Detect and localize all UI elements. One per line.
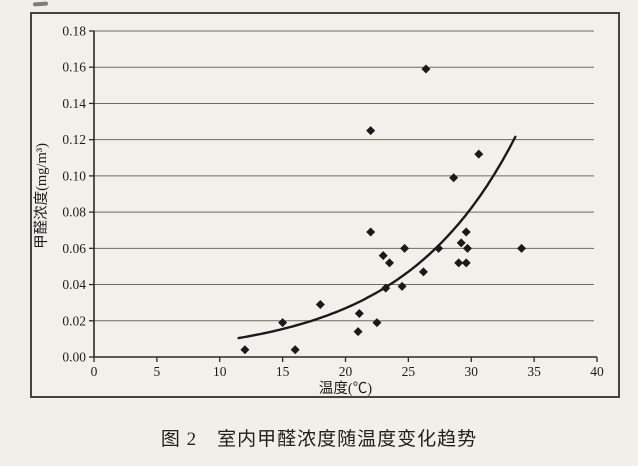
data-point-marker: [290, 345, 300, 355]
data-point-marker: [315, 299, 325, 309]
data-point-marker: [449, 173, 459, 183]
data-point-marker: [366, 227, 376, 237]
data-point-marker: [385, 258, 395, 268]
data-point-marker: [418, 267, 428, 277]
data-point-marker: [366, 126, 376, 136]
data-point-marker: [421, 64, 431, 74]
figure-caption: 图 2 室内甲醛浓度随温度变化趋势: [160, 429, 478, 450]
x-tick-label: 10: [213, 364, 227, 379]
data-point-marker: [278, 318, 288, 328]
figure-border-box: [30, 12, 620, 398]
y-tick-label: 0.16: [62, 60, 86, 75]
data-point-marker: [378, 251, 388, 261]
y-tick-label: 0.06: [62, 241, 86, 256]
data-point-marker: [474, 149, 484, 159]
x-tick-label: 20: [339, 364, 353, 379]
x-tick-label: 5: [154, 364, 161, 379]
trend-curve: [237, 135, 517, 340]
data-point-marker: [397, 281, 407, 291]
x-axis-title: 温度(℃): [319, 380, 372, 397]
y-tick-label: 0.18: [62, 24, 86, 39]
y-tick-label: 0.10: [62, 168, 86, 183]
data-point-marker: [353, 327, 363, 337]
x-tick-label: 0: [91, 364, 98, 379]
y-axis-title: 甲醛浓度(mg/m³): [33, 143, 50, 249]
data-point-marker: [400, 243, 410, 253]
data-point-marker: [456, 238, 466, 248]
y-tick-label: 0.08: [62, 205, 86, 220]
data-point-marker: [372, 318, 382, 328]
data-point-marker: [454, 258, 464, 268]
x-tick-label: 40: [590, 364, 604, 379]
x-tick-label: 30: [465, 364, 479, 379]
data-point-marker: [354, 309, 364, 319]
x-tick-label: 35: [527, 364, 541, 379]
data-point-marker: [461, 227, 471, 237]
x-tick-label: 15: [276, 364, 290, 379]
y-tick-label: 0.14: [62, 96, 86, 111]
y-tick-label: 0.12: [62, 132, 86, 147]
y-tick-label: 0.02: [62, 313, 86, 328]
data-point-marker: [461, 258, 471, 268]
x-tick-label: 25: [402, 364, 416, 379]
y-tick-label: 0.04: [62, 277, 86, 292]
data-point-marker: [462, 243, 472, 253]
data-point-marker: [434, 243, 444, 253]
data-point-marker: [240, 345, 250, 355]
data-point-marker: [517, 243, 527, 253]
data-point-marker: [381, 283, 391, 293]
y-tick-label: 0.00: [62, 350, 86, 365]
